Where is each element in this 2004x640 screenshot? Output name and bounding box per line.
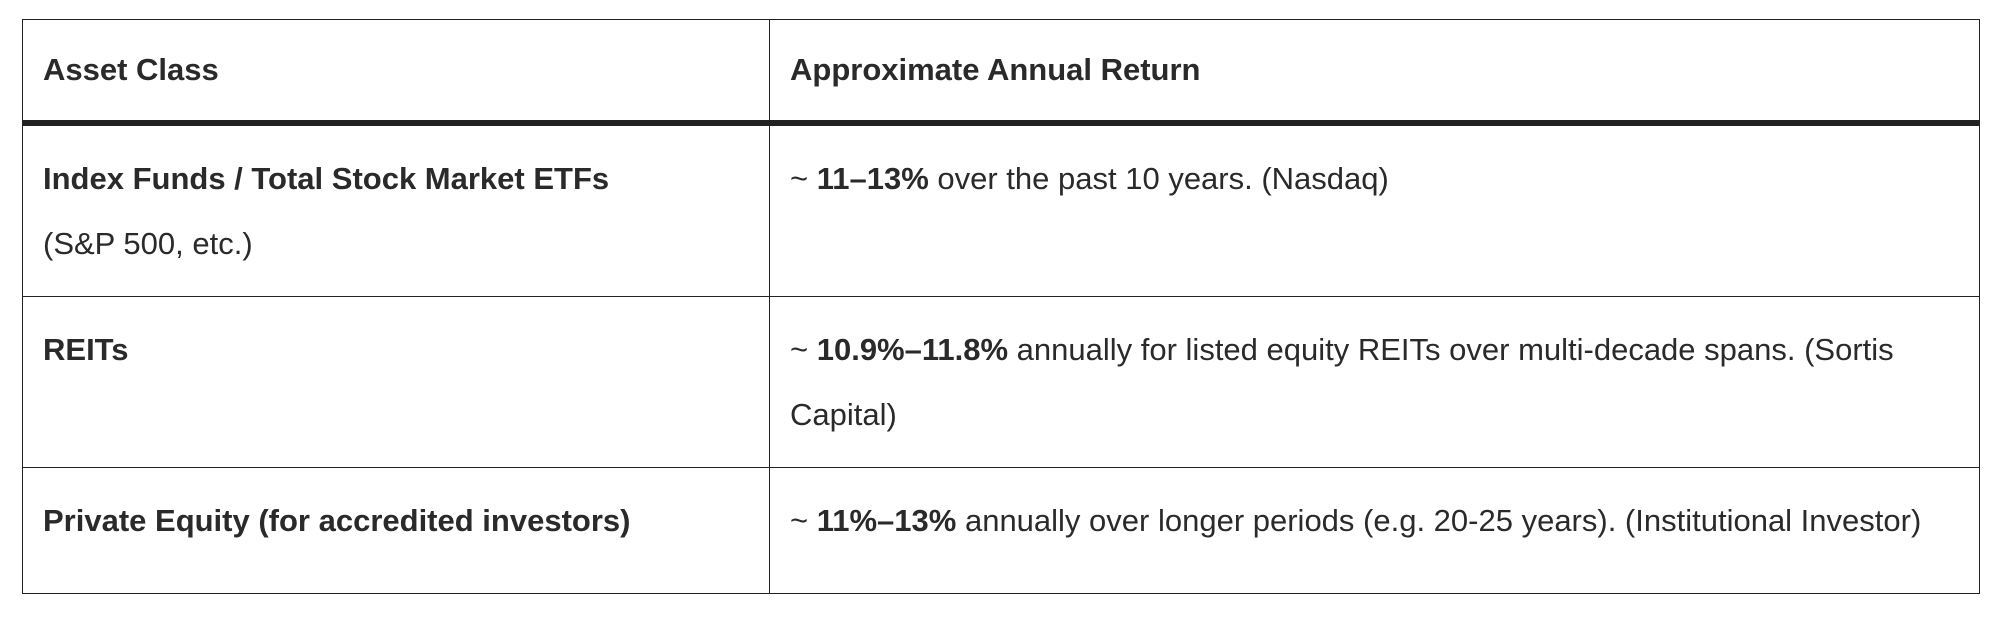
table-cell: ~ 11%–13% annually over longer periods (… bbox=[769, 467, 1980, 594]
bold-text: 11–13% bbox=[816, 161, 929, 196]
bold-text: REITs bbox=[43, 332, 129, 367]
table-row: Private Equity (for accredited investors… bbox=[22, 467, 1980, 594]
text: annually over longer periods (e.g. 20-25… bbox=[956, 503, 1922, 538]
table-cell: REITs bbox=[22, 296, 770, 468]
table-body: Index Funds / Total Stock Market ETFs (S&… bbox=[22, 122, 1980, 594]
bold-text: 11%–13% bbox=[816, 503, 957, 538]
table-cell: Private Equity (for accredited investors… bbox=[22, 467, 770, 594]
bold-text: Private Equity (for accredited investors… bbox=[43, 503, 631, 538]
text: (S&P 500, etc.) bbox=[43, 226, 253, 261]
text: ~ bbox=[790, 161, 817, 196]
table-cell: Index Funds / Total Stock Market ETFs (S&… bbox=[22, 122, 770, 297]
text: annually for listed equity REITs over mu… bbox=[790, 332, 1894, 432]
text: ~ bbox=[790, 332, 817, 367]
returns-table: Asset Class Approximate Annual Return Ind… bbox=[22, 19, 1980, 594]
table-row: REITs ~ 10.9%–11.8% annually for listed e… bbox=[22, 296, 1980, 468]
bold-text: Index Funds / Total Stock Market ETFs bbox=[43, 161, 610, 196]
bold-text: 10.9%–11.8% bbox=[816, 332, 1009, 367]
text: ~ bbox=[790, 503, 817, 538]
table-cell: ~ 10.9%–11.8% annually for listed equity… bbox=[769, 296, 1980, 468]
header-cell: Asset Class bbox=[22, 19, 770, 126]
table-head: Asset Class Approximate Annual Return bbox=[22, 19, 1980, 126]
header-cell: Approximate Annual Return bbox=[769, 19, 1980, 126]
text: over the past 10 years. (Nasdaq) bbox=[928, 161, 1389, 196]
table-cell: ~ 11–13% over the past 10 years. (Nasdaq… bbox=[769, 122, 1980, 297]
table-row: Index Funds / Total Stock Market ETFs (S&… bbox=[22, 122, 1980, 297]
header-row: Asset Class Approximate Annual Return bbox=[22, 19, 1980, 126]
